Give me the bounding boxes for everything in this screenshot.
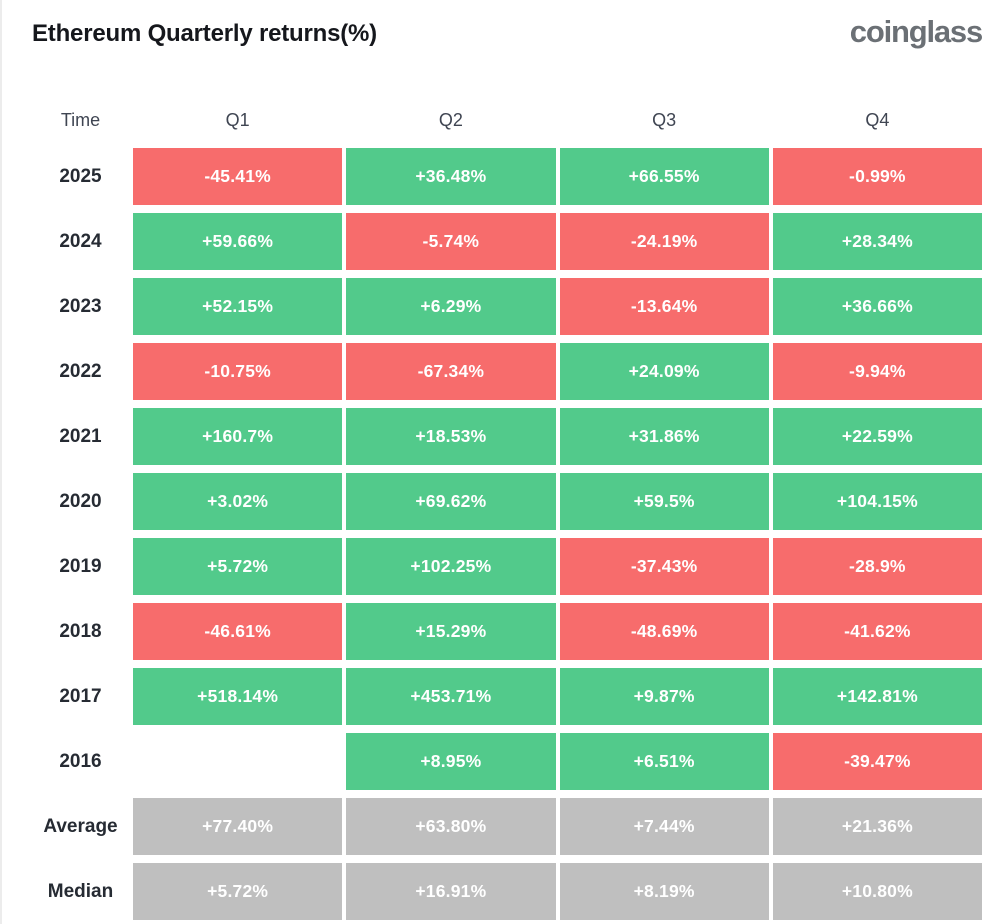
return-cell: -37.43% [559,538,769,595]
row-label: 2020 [59,490,102,512]
return-cell: +5.72% [133,538,343,595]
page-title: Ethereum Quarterly returns(%) [32,20,377,47]
return-cell: +59.5% [559,473,769,530]
row-label: 2024 [59,230,102,252]
column-header-q3: Q3 [652,109,677,130]
return-cell: +160.7% [133,408,343,465]
return-cell: +104.15% [772,473,982,530]
return-cell: +66.55% [559,148,769,205]
return-cell: +16.91% [346,863,556,920]
return-cell: -45.41% [133,148,343,205]
return-cell: +15.29% [346,603,556,660]
return-cell: +9.87% [559,668,769,725]
return-cell: -39.47% [772,733,982,790]
return-cell: +59.66% [133,213,343,270]
return-cell: +6.51% [559,733,769,790]
return-cell: +3.02% [133,473,343,530]
return-cell: -13.64% [559,278,769,335]
return-cell: +6.29% [346,278,556,335]
column-header-q4: Q4 [865,109,890,130]
return-cell: -10.75% [133,343,343,400]
column-header-q1: Q1 [225,109,250,130]
return-cell: -46.61% [133,603,343,660]
return-cell: -41.62% [772,603,982,660]
return-cell: +10.80% [772,863,982,920]
return-cell: -24.19% [559,213,769,270]
row-label: 2022 [59,360,102,382]
return-cell: +28.34% [772,213,982,270]
return-cell: +5.72% [133,863,343,920]
column-header-time: Time [60,109,101,130]
return-cell: -48.69% [559,603,769,660]
return-cell: +518.14% [133,668,343,725]
return-cell: +142.81% [772,668,982,725]
row-label: 2016 [59,750,102,772]
row-label: 2023 [59,295,102,317]
return-cell: +63.80% [346,798,556,855]
return-cell: +453.71% [346,668,556,725]
return-cell: +8.95% [346,733,556,790]
return-cell: +8.19% [559,863,769,920]
row-label: 2021 [59,425,102,447]
column-header-q2: Q2 [438,109,463,130]
return-cell: +69.62% [346,473,556,530]
return-cell: +24.09% [559,343,769,400]
return-cell: -0.99% [772,148,982,205]
return-cell: +22.59% [772,408,982,465]
return-cell: +36.48% [346,148,556,205]
return-cell: -28.9% [772,538,982,595]
return-cell: +18.53% [346,408,556,465]
return-cell: -5.74% [346,213,556,270]
coinglass-logo: coinglass [849,14,983,49]
return-cell: -67.34% [346,343,556,400]
row-label: Average [43,815,118,837]
row-label: 2025 [59,165,102,187]
row-label: 2018 [59,620,102,642]
returns-table: Time Q1 Q2 Q3 Q4 2025 -45.41% +36.48% +6… [32,100,982,920]
empty-cell [133,733,342,790]
return-cell: +52.15% [133,278,343,335]
row-label: 2017 [59,685,102,707]
return-cell: +102.25% [346,538,556,595]
header-bar: Ethereum Quarterly returns(%) coinglass [32,14,983,76]
return-cell: +21.36% [772,798,982,855]
row-label: Median [47,880,114,902]
return-cell: +7.44% [559,798,769,855]
return-cell: -9.94% [772,343,982,400]
row-label: 2019 [59,555,102,577]
return-cell: +77.40% [133,798,343,855]
return-cell: +36.66% [772,278,982,335]
return-cell: +31.86% [559,408,769,465]
